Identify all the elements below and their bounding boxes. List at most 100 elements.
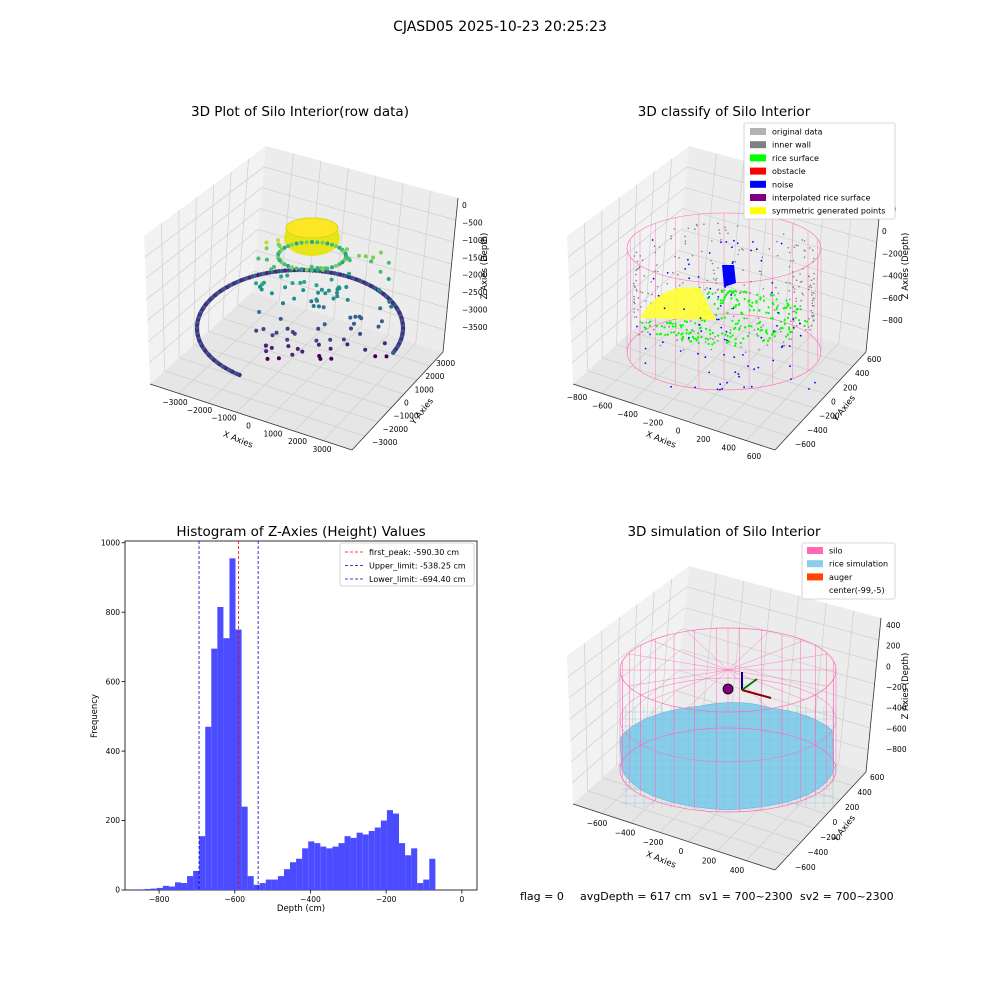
data-point [309, 264, 314, 269]
data-point [295, 346, 300, 351]
rice-point [732, 290, 735, 293]
tick-label: 400 [855, 369, 870, 378]
grid-line [729, 160, 745, 310]
rice-point [759, 298, 762, 301]
grid-line [261, 187, 454, 243]
legend-label: noise [772, 180, 793, 189]
rice-point [750, 325, 753, 328]
data-point [345, 342, 350, 347]
panel1-title: 3D Plot of Silo Interior(row data) [191, 104, 409, 120]
rice-point [746, 335, 750, 338]
rice-point [699, 327, 702, 330]
silo-roof-spoke [686, 631, 729, 671]
noise-point [780, 242, 783, 245]
data-point [345, 297, 350, 302]
data-point [263, 343, 268, 348]
wall-point [762, 288, 765, 290]
data-point [349, 326, 353, 331]
noise-point [736, 242, 739, 245]
panel4-x-ticks: −600 −400 −200 0 200 400 [587, 819, 745, 875]
wall-point [813, 297, 815, 300]
wall-point [740, 325, 742, 327]
legend-swatch [807, 560, 823, 568]
tick-label: −600 [795, 440, 816, 449]
wall-point [790, 320, 792, 323]
wall-point [639, 320, 641, 323]
tick-label: −600 [882, 294, 903, 303]
wall-point [801, 292, 803, 295]
wall-point [762, 295, 765, 297]
rice-point [680, 333, 683, 336]
histogram-bar [308, 841, 315, 890]
noise-point [716, 318, 718, 321]
wall-point [741, 248, 743, 250]
grid-line [682, 208, 875, 265]
data-point [316, 342, 321, 347]
data-point [378, 306, 383, 311]
wall-point [803, 256, 806, 259]
y-tick-label: 1000 [101, 538, 120, 547]
wall-point [804, 329, 807, 331]
grid-line [144, 166, 265, 258]
wall-point [802, 294, 804, 296]
wall-point [682, 349, 685, 351]
rice-point [660, 332, 663, 335]
noise-point [776, 325, 778, 327]
wall-point [633, 316, 636, 318]
tick-label: 0 [679, 847, 684, 856]
grid-line [164, 370, 366, 437]
data-point [257, 310, 262, 314]
panel4-auger [722, 672, 772, 699]
rice-point [709, 329, 712, 332]
data-point [264, 257, 269, 262]
rice-point [708, 291, 711, 294]
wall-point [638, 267, 641, 269]
wall-point [809, 284, 812, 287]
histogram-bar [265, 879, 272, 890]
wall-point [715, 277, 718, 280]
histogram-xlabel: Depth (cm) [277, 904, 325, 914]
wall-point [704, 288, 706, 291]
rice-point [668, 321, 671, 324]
rice-point [748, 299, 751, 302]
rice-point [671, 325, 675, 328]
wall-point [799, 281, 802, 283]
wall-point [633, 255, 636, 257]
histogram-bar [399, 843, 406, 890]
grid-line [686, 586, 879, 641]
wall-point [641, 331, 644, 333]
histogram-bar [392, 813, 400, 890]
legend-swatch [750, 180, 766, 188]
grid-line [415, 190, 431, 344]
grid-line [193, 197, 197, 345]
noise-point [719, 388, 721, 391]
wall-point [760, 270, 762, 273]
data-point [290, 242, 294, 247]
wall-point [777, 304, 779, 307]
tick-label: −200 [643, 838, 664, 847]
data-point [345, 247, 349, 252]
wall-point [634, 302, 636, 305]
noise-point [716, 388, 719, 391]
silo-roof-spoke [727, 640, 805, 671]
wall-point [744, 351, 747, 354]
x-tick-label: −600 [224, 895, 245, 904]
tick-label: −400 [882, 272, 903, 281]
wall-point [701, 250, 703, 253]
rice-point [756, 293, 759, 296]
grid-line [322, 343, 416, 441]
wall-point [793, 288, 796, 290]
noise-point [651, 239, 654, 241]
histogram-bar [326, 848, 333, 890]
histogram-bar [217, 606, 224, 890]
wall-point [712, 338, 714, 341]
rice-point [771, 333, 774, 336]
rice-point [706, 292, 709, 295]
rice-point [721, 332, 724, 335]
wall-point [788, 265, 791, 268]
wall-point [641, 291, 644, 294]
wall-point [637, 297, 640, 299]
grid-line [567, 586, 688, 678]
rice-point [735, 304, 738, 307]
wall-point [773, 309, 776, 311]
